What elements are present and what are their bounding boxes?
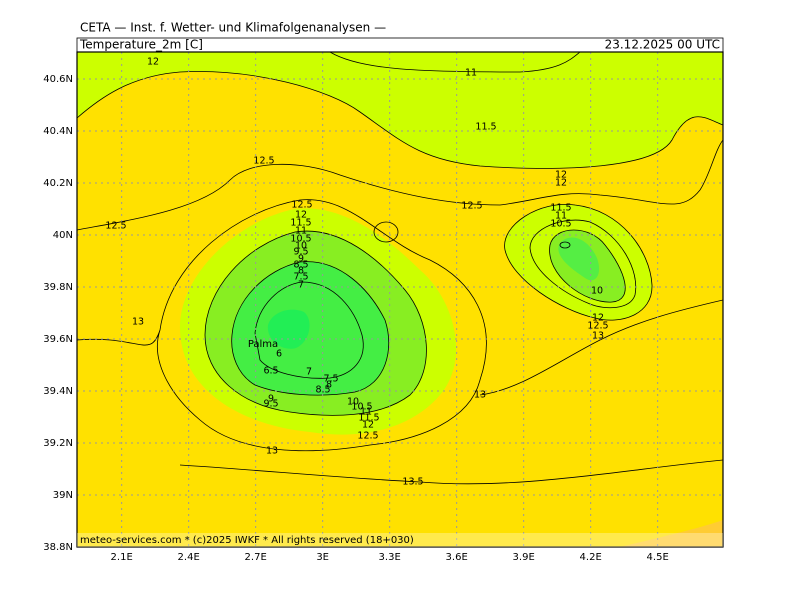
contour-label: 10 [295,241,307,252]
contour-label: 10 [347,397,359,408]
contour-label: 11 [295,226,307,237]
contour-label: 12 [362,420,374,431]
contour-label: 12.5 [461,201,482,212]
contour-label: 12 [555,170,567,181]
contour-label: 9.5 [293,247,308,258]
contour-label: 8.5 [315,385,330,396]
valid-time: 23.12.2025 00 UTC [605,38,720,52]
lon-tick-label: 3E [316,552,329,563]
contour-label: 11.5 [290,218,311,229]
contour-label: 11 [360,407,372,418]
contour-label: 12 [147,57,159,68]
lat-tick-label: 39N [53,490,73,501]
map-frame [76,51,724,548]
contour-label: 13 [132,317,144,328]
variable-label: Temperature_2m [C] [79,38,203,52]
lat-tick-label: 39.2N [43,438,73,449]
lat-tick-label: 40.6N [43,74,73,85]
contour-label: 7 [298,280,304,291]
lon-tick-label: 2.7E [245,552,267,563]
contour-label: 6 [276,349,282,360]
contour-label: 10.5 [550,219,571,230]
contour-label: 7.5 [293,272,308,283]
contour-label: 12 [592,313,604,324]
footer: meteo-services.com * (c)2025 IWKF * All … [80,535,414,546]
contour-label: 12.5 [105,221,126,232]
map-field [77,52,723,547]
lat-tick-label: 39.6N [43,334,73,345]
contour-label: 10.5 [290,234,311,245]
lat-tick-label: 39.4N [43,386,73,397]
lon-tick-label: 2.1E [111,552,133,563]
contour-label: 10 [591,286,603,297]
contour-label: 11.5 [358,413,379,424]
contour-label: 9.5 [263,399,278,410]
contour-label: 13 [592,331,604,342]
contour-label: 7 [306,367,312,378]
contour-label: 6.5 [263,366,278,377]
lat-tick-label: 40.2N [43,178,73,189]
lon-tick-label: 2.4E [178,552,200,563]
contour-label: 12 [555,178,567,189]
lat-tick-label: 40N [53,230,73,241]
contour-labels: 121111.512.5121212.512.512.51211.51110.5… [105,57,608,488]
graticule: 2.1E 2.4E 2.7E 3E 3.3E 3.6E 3.9E 4.2E 4.5E 40.6N 4… [43,52,723,563]
contour-label: 9 [298,254,304,265]
contour-label: 13 [266,446,278,457]
contour-label: 10.5 [351,402,372,413]
contour-label: 13 [474,390,486,401]
contour-label: 11.5 [550,203,571,214]
contour-label: 12 [295,210,307,221]
lat-tick-label: 39.8N [43,282,73,293]
lat-tick-label: 40.4N [43,126,73,137]
contour-label: 12.5 [291,200,312,211]
lon-tick-label: 3.6E [446,552,468,563]
contour-label: 11.5 [475,122,496,133]
contour-label: 11 [465,68,477,79]
contour-label: 12.5 [587,321,608,332]
contour-label: 8 [298,266,304,277]
lon-tick-label: 4.2E [580,552,602,563]
contour-label: 7.5 [323,374,338,385]
contour-label: 8 [326,380,332,391]
contour-label: 13.5 [402,477,423,488]
header-title: CETA — Inst. f. Wetter- und Klimafolgena… [80,21,386,35]
lon-tick-label: 4.5E [647,552,669,563]
footer-band [77,533,723,547]
contour-label: 9 [268,394,274,405]
contour-label: 12.5 [357,431,378,442]
contour-label: 11 [555,211,567,222]
lon-tick-label: 3.9E [513,552,535,563]
place-label: Palma [248,339,278,350]
lat-tick-label: 38.8N [43,542,73,553]
contour-label: 8.5 [293,260,308,271]
contour-label: 12.5 [253,156,274,167]
lon-tick-label: 3.3E [379,552,401,563]
